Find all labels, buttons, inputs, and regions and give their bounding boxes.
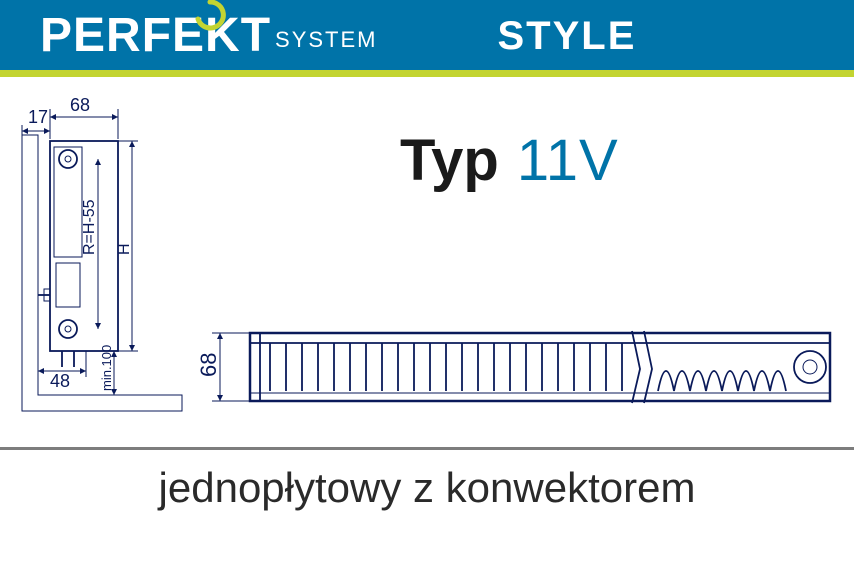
footer-description: jednopłytowy z konwektorem <box>0 450 854 512</box>
swirl-icon <box>193 0 227 32</box>
dim-r-expr: R=H-55 <box>81 199 98 255</box>
brand-sub-text: SYSTEM <box>275 27 377 53</box>
dim-offset-left: 17 <box>28 107 48 127</box>
dim-width-top: 68 <box>70 95 90 115</box>
header-band: PERFEKT SYSTEM STYLE <box>0 4 854 70</box>
cross-section-diagram: 17 68 R=H-55 H 48 <box>14 95 194 425</box>
diagram-area: Typ 11V 17 68 <box>0 77 854 447</box>
side-cut-diagram: 68 <box>200 293 840 423</box>
dim-height-h: H <box>116 243 133 255</box>
lime-accent-line <box>0 70 854 77</box>
type-block: Typ 11V <box>400 127 619 194</box>
brand-logo: PERFEKT SYSTEM <box>40 12 377 60</box>
series-label: STYLE <box>497 14 636 59</box>
type-value: 11V <box>517 127 619 194</box>
dim-side-height: 68 <box>200 353 221 377</box>
dim-min-clearance: min.100 <box>99 345 114 391</box>
brand-main-text: PERFEKT <box>40 12 271 60</box>
type-label: Typ <box>400 127 499 194</box>
dim-bottom-offset: 48 <box>50 371 70 391</box>
